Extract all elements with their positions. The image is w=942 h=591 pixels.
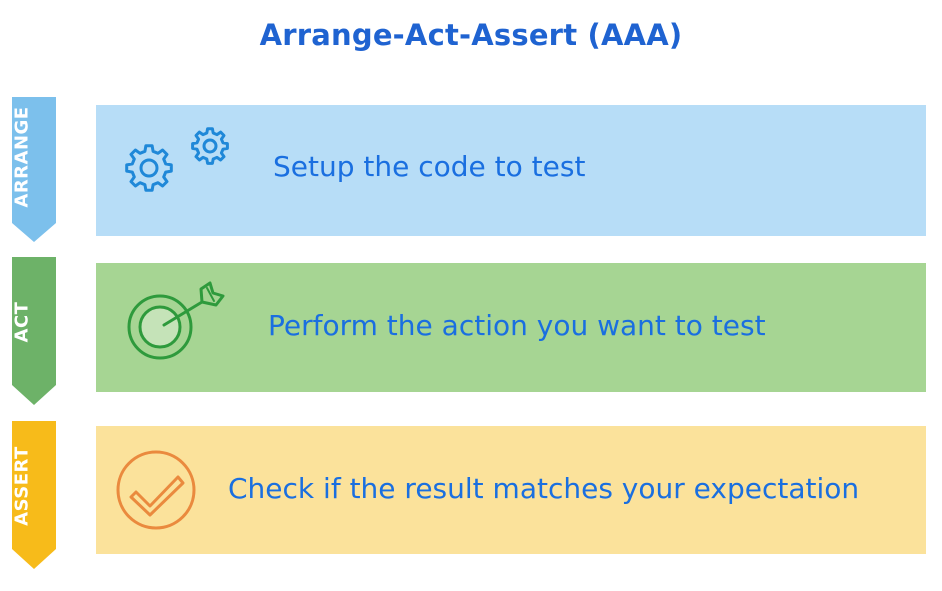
- ribbon-arrange: [12, 97, 56, 242]
- description-act: Perform the action you want to test: [268, 309, 766, 342]
- panel-arrange: Setup the code to test: [96, 105, 926, 236]
- ribbon-act: [12, 257, 56, 405]
- checkmark-circle-icon: [112, 448, 202, 536]
- gears-icon: [118, 125, 240, 219]
- panel-act: Perform the action you want to test: [96, 263, 926, 392]
- diagram-title: Arrange-Act-Assert (AAA): [259, 18, 683, 52]
- ribbon-assert: [12, 421, 56, 569]
- ribbon-label-assert: ASSERT: [11, 446, 33, 526]
- ribbon-label-act: ACT: [11, 301, 33, 343]
- ribbon-label-arrange: ARRANGE: [11, 106, 33, 208]
- description-arrange: Setup the code to test: [273, 150, 586, 183]
- panel-assert: Check if the result matches your expecta…: [96, 426, 926, 554]
- target-arrow-icon: [124, 275, 236, 369]
- description-assert: Check if the result matches your expecta…: [228, 472, 860, 505]
